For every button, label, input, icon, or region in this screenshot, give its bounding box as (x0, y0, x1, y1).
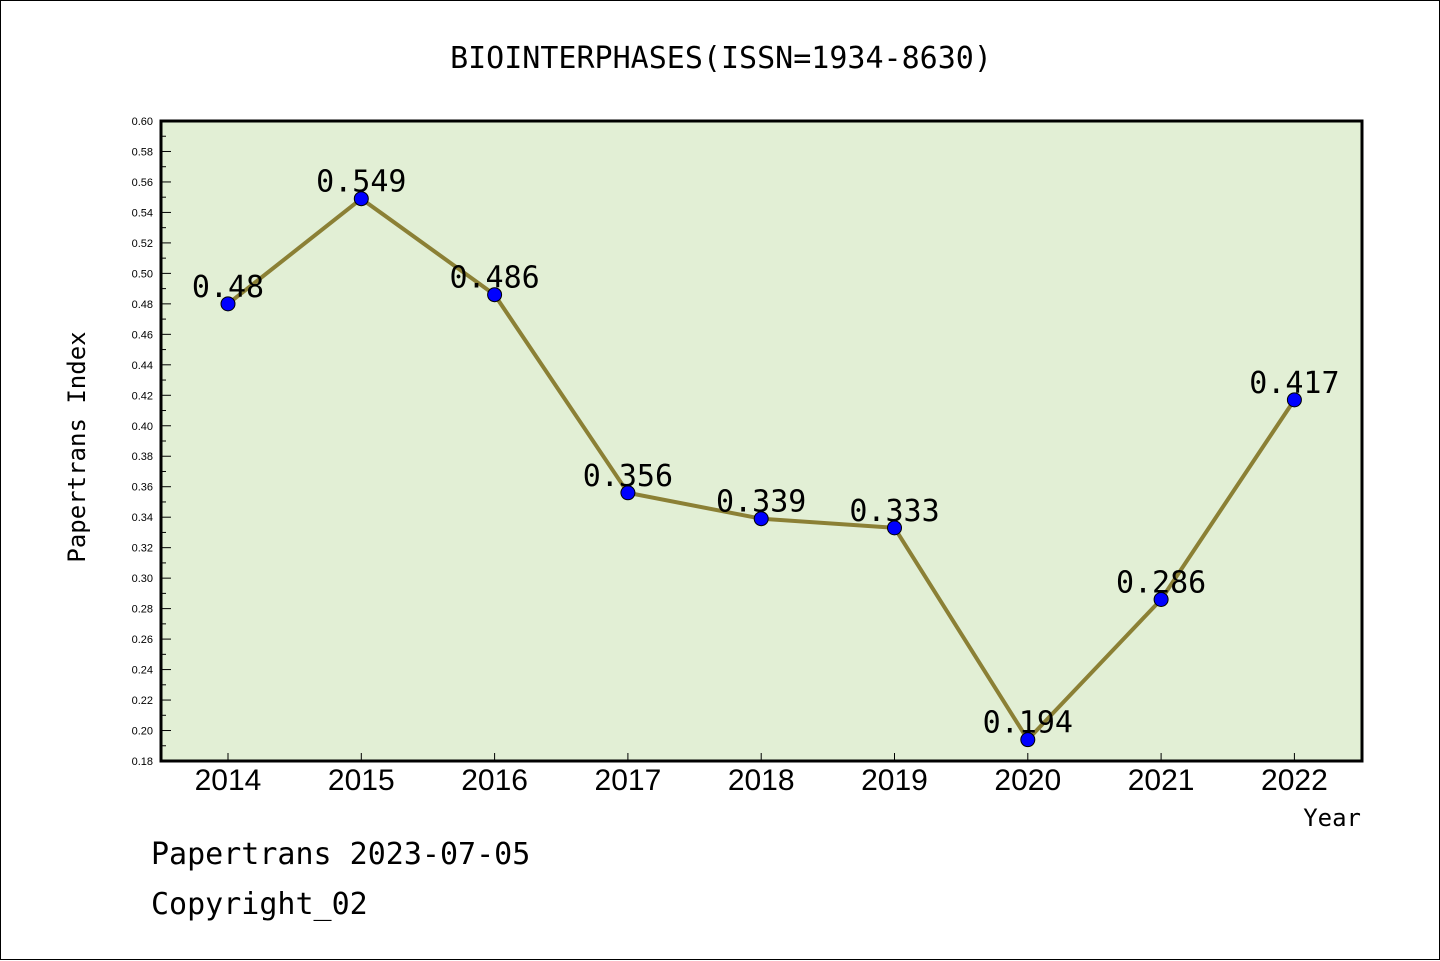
y-tick-label: 0.54 (132, 207, 153, 219)
data-label-2017: 0.356 (583, 459, 673, 494)
data-label-2018: 0.339 (716, 485, 806, 520)
data-point-2020 (1020, 732, 1036, 748)
x-axis: 2014 2015 2016 2017 2018 2019 2020 2021 2022 (195, 753, 1328, 797)
plot-area (159, 119, 1364, 763)
x-tick-label-2018: 2018 (728, 764, 795, 797)
x-tick-label-2021: 2021 (1128, 764, 1195, 797)
y-tick-label: 0.30 (132, 573, 153, 585)
data-labels: 0.48 0.549 0.486 0.356 0.339 0.333 0.194 0.286 0… (192, 165, 1340, 741)
y-tick-label: 0.20 (132, 726, 153, 738)
x-tick-label-2022: 2022 (1261, 764, 1328, 797)
y-tick-label: 0.58 (132, 146, 153, 158)
data-label-2020: 0.194 (983, 706, 1073, 741)
y-tick-label: 0.32 (132, 543, 153, 555)
y-tick-label: 0.48 (132, 299, 153, 311)
y-tick-label: 0.34 (132, 512, 153, 524)
data-label-2019: 0.333 (849, 494, 939, 529)
data-point-2022 (1286, 392, 1302, 408)
y-tick-label: 0.44 (132, 360, 153, 372)
y-tick-label: 0.18 (132, 756, 153, 768)
data-label-2014: 0.48 (192, 270, 264, 305)
chart-title: BIOINTERPHASES(ISSN=1934-8630) (450, 41, 992, 76)
x-tick-label-2019: 2019 (861, 764, 928, 797)
y-tick-label: 0.56 (132, 177, 153, 189)
x-tick-label-2016: 2016 (461, 764, 528, 797)
data-point-2018 (753, 511, 769, 527)
data-label-2016: 0.486 (449, 261, 539, 296)
y-tick-label: 0.40 (132, 421, 153, 433)
y-tick-label: 0.46 (132, 329, 153, 341)
x-tick-label-2020: 2020 (994, 764, 1061, 797)
data-label-2021: 0.286 (1116, 565, 1206, 600)
y-tick-label: 0.24 (132, 665, 153, 677)
data-point-2014 (220, 296, 236, 312)
data-point-2015 (353, 191, 369, 207)
x-tick-label-2014: 2014 (195, 764, 262, 797)
x-tick-label-2017: 2017 (595, 764, 662, 797)
y-tick-label: 0.26 (132, 634, 153, 646)
y-tick-label: 0.36 (132, 482, 153, 494)
data-point-2021 (1153, 591, 1169, 607)
y-tick-label: 0.52 (132, 238, 153, 250)
x-axis-label: Year (1303, 804, 1361, 832)
footer-date-text: Papertrans 2023-07-05 (151, 837, 531, 872)
y-tick-label: 0.22 (132, 695, 153, 707)
x-tick-label-2015: 2015 (328, 764, 395, 797)
y-axis: 0.18 0.20 0.22 0.24 0.26 0.28 0.30 0.32 0.34 0.36… (132, 116, 171, 768)
y-tick-label: 0.38 (132, 451, 153, 463)
y-tick-label: 0.42 (132, 390, 153, 402)
data-label-2015: 0.549 (316, 165, 406, 200)
series-line-group (220, 191, 1302, 748)
y-axis-label: Papertrans Index (63, 331, 91, 562)
footer-copyright-text: Copyright_02 (151, 887, 368, 922)
data-point-2017 (620, 485, 636, 501)
data-point-2016 (487, 287, 503, 303)
data-label-2022: 0.417 (1249, 366, 1339, 401)
y-tick-label: 0.50 (132, 268, 153, 280)
data-point-2019 (887, 520, 902, 536)
y-tick-label: 0.28 (132, 604, 153, 616)
y-tick-label: 0.60 (132, 116, 153, 128)
